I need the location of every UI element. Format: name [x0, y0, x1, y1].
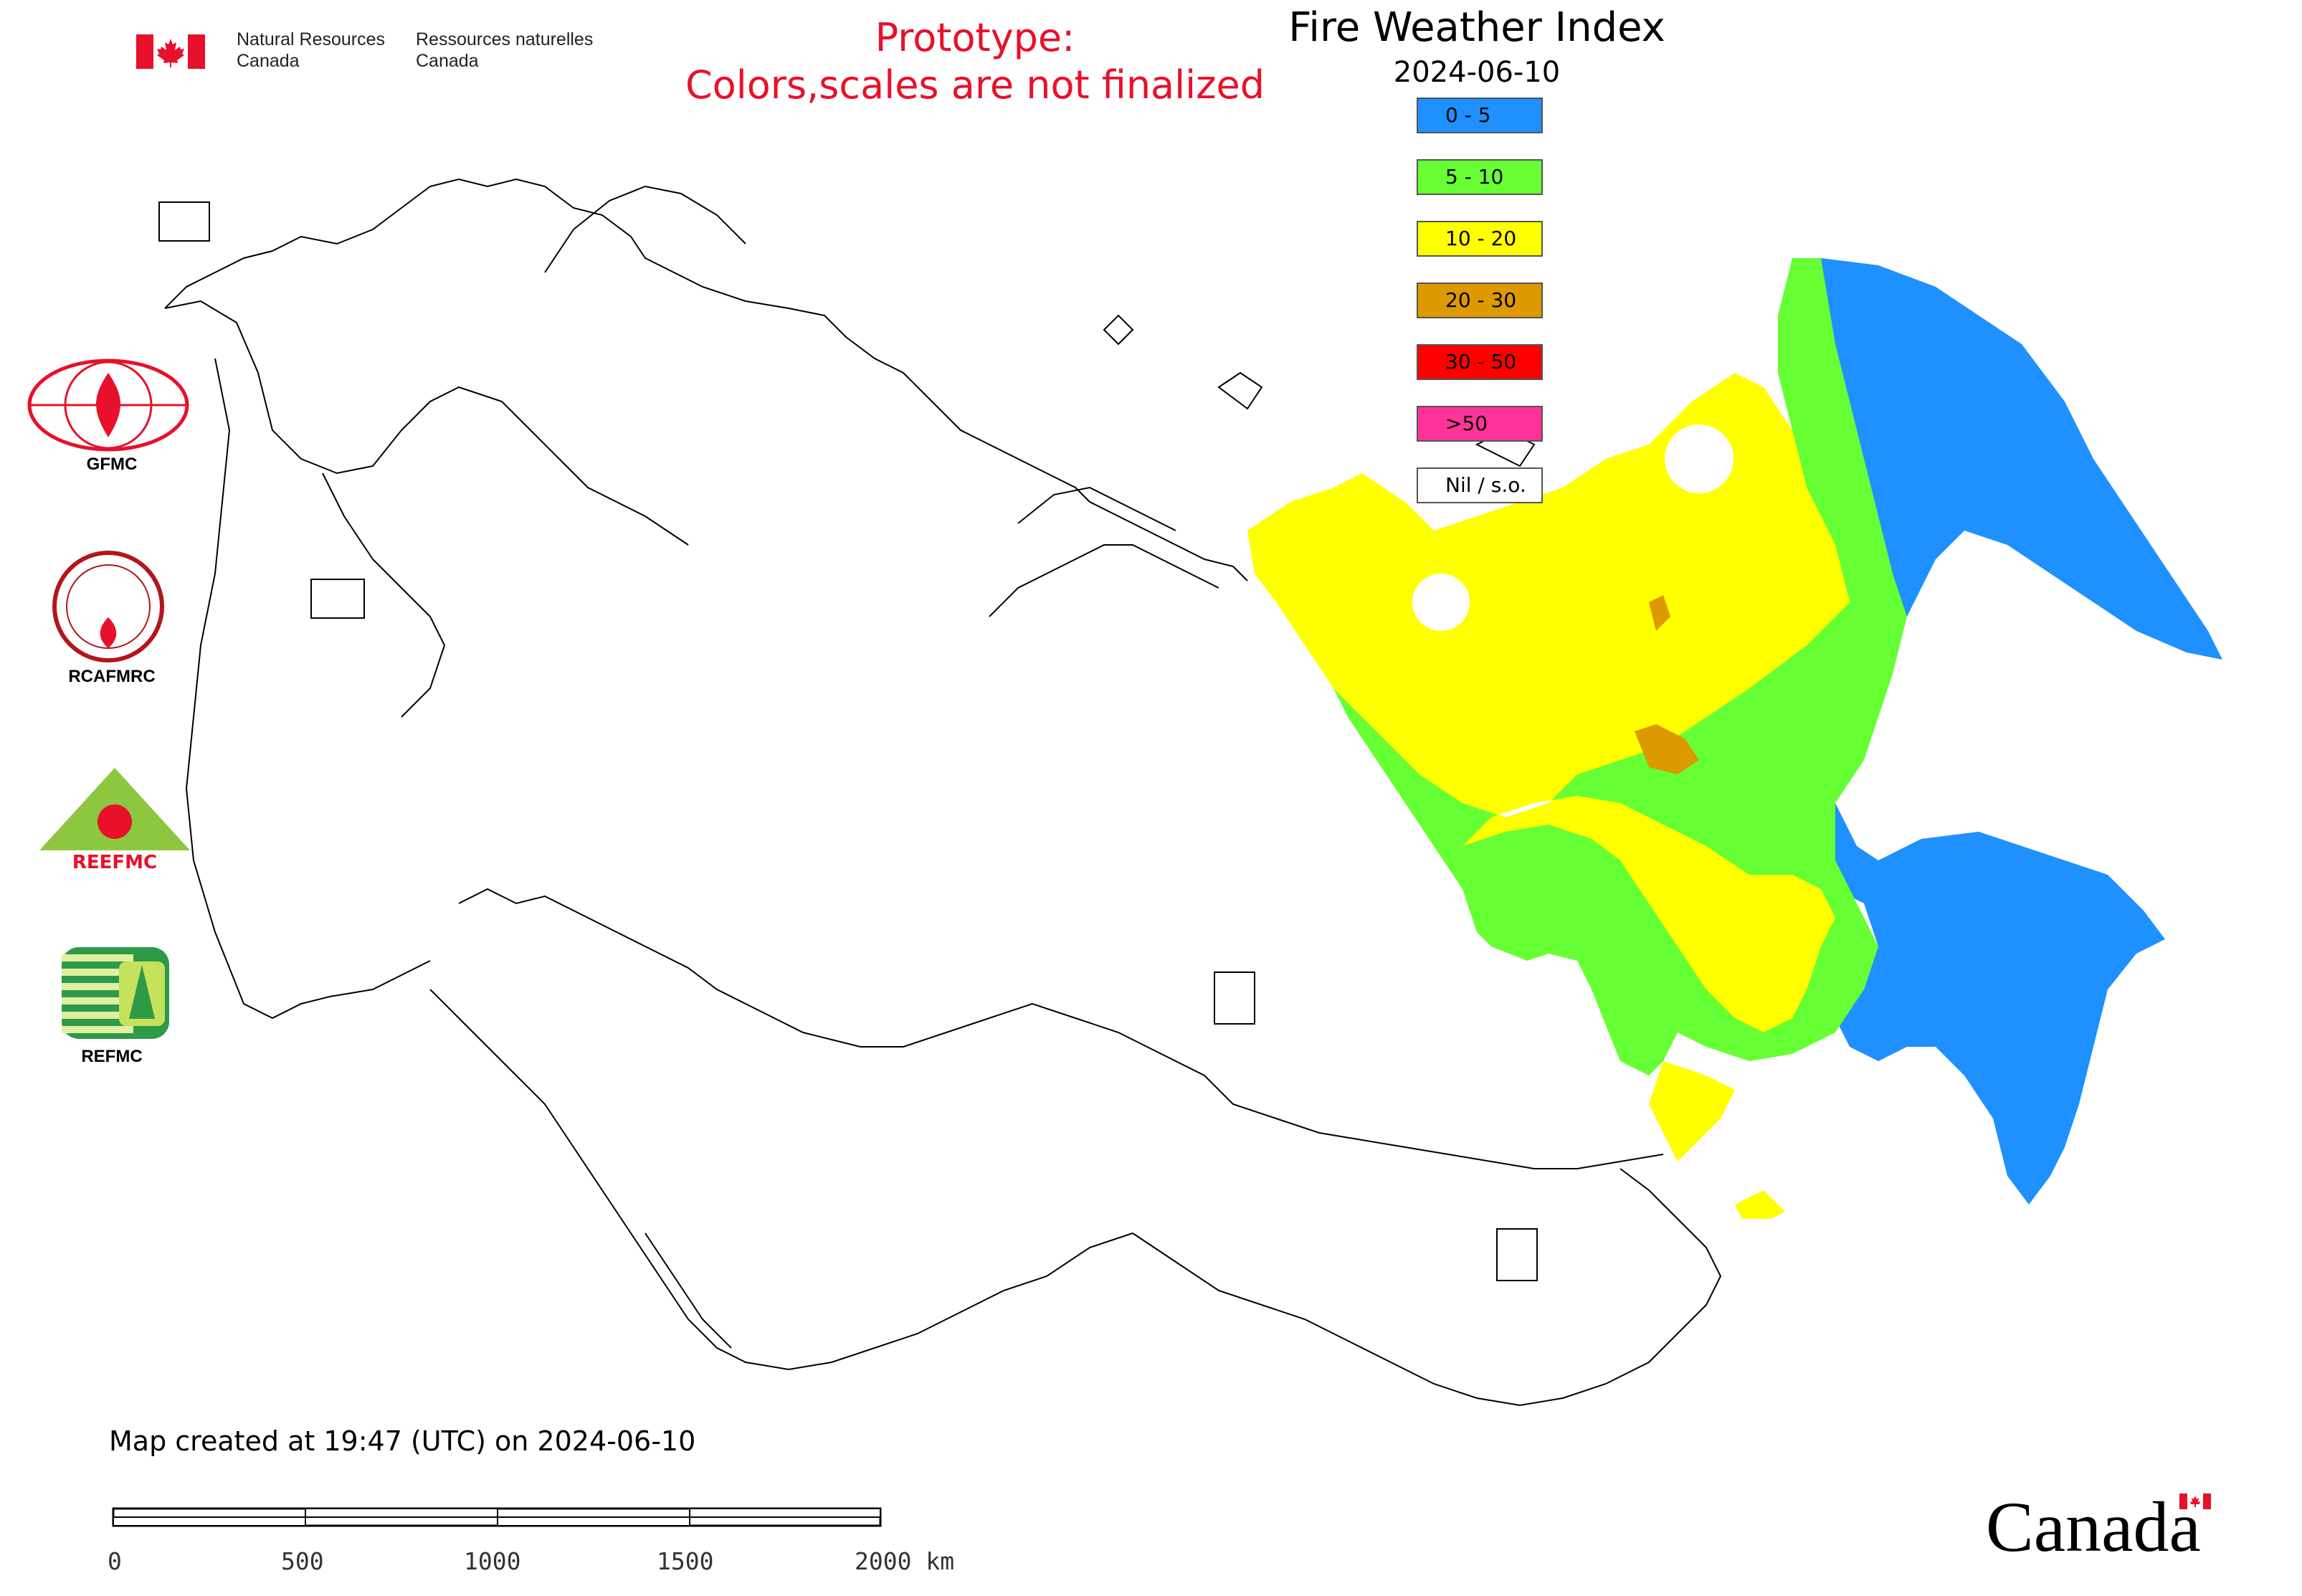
arctic-islands [544, 185, 1219, 617]
scale-tick-2000: 2000 km [855, 1547, 955, 1575]
nrcan-english: Natural Resources Canada [237, 29, 385, 72]
refmc-logo-icon [62, 947, 169, 1039]
fwi-nil-area-1 [1665, 424, 1733, 493]
legend-label: 10 - 20 [1445, 227, 1517, 250]
partner-gfmc: GFMC [26, 358, 198, 475]
legend-label: 20 - 30 [1445, 288, 1517, 312]
partner-rcafmrc: RCAFMRC [26, 549, 198, 687]
legend-label: >50 [1445, 412, 1488, 435]
reefmc-logo-text: REEFMC [72, 852, 157, 872]
canada-wordmark-text: Canada [1986, 1487, 2201, 1567]
fwi-region-orange [1635, 595, 1699, 774]
legend-item-nil: Nil / s.o. [1417, 467, 1543, 503]
legend-label: 30 - 50 [1445, 350, 1517, 374]
mongolia-outline [1132, 1168, 1722, 1407]
kazakhstan-outline [429, 989, 1133, 1371]
legend-item-0-5: 0 - 5 [1417, 98, 1543, 133]
scale-tick-0: 0 [108, 1547, 122, 1575]
fwi-region-green [1333, 258, 1907, 1075]
legend-label: 0 - 5 [1445, 103, 1491, 127]
partner-reefmc: REEFMC [36, 764, 194, 875]
legend-item-5-10: 5 - 10 [1417, 159, 1543, 195]
marker-rcafmrc [1496, 1228, 1538, 1281]
nrcan-en-line2: Canada [237, 51, 300, 71]
nrcan-en-line1: Natural Resources [237, 29, 386, 49]
legend-item-10-20: 10 - 20 [1417, 221, 1543, 257]
partner-refmc: REFMC [26, 944, 198, 1067]
prototype-line2: Colors,scales are not finalized [685, 62, 1265, 108]
marker-reefmc [310, 579, 365, 619]
legend-item-20-30: 20 - 30 [1417, 282, 1543, 318]
canada-flag-icon [136, 34, 205, 69]
nrcan-fr-line2: Canada [416, 51, 479, 71]
legend-item-gt-50: >50 [1417, 406, 1543, 442]
scandinavia-outline [164, 300, 689, 546]
marker-gfmc [158, 201, 210, 242]
western-border [185, 358, 431, 1020]
gfmc-logo-icon [27, 358, 189, 452]
gfmc-label: GFMC [86, 455, 138, 474]
fwi-region-low-blue [1792, 258, 2222, 1205]
legend-label: Nil / s.o. [1445, 473, 1526, 497]
wordmark-flag-icon [2179, 1493, 2211, 1509]
refmc-label: REFMC [81, 1047, 143, 1066]
scale-tick-1000: 1000 [464, 1547, 521, 1575]
arctic-coastline [164, 178, 1248, 581]
nrcan-french: Ressources naturelles Canada [416, 29, 593, 72]
prototype-notice: Prototype: Colors,scales are not finaliz… [645, 14, 1305, 109]
central-asia-outline [645, 1232, 732, 1349]
reefmc-logo-icon: REEFMC [39, 768, 190, 873]
fwi-region-yellow [1247, 373, 1850, 1219]
map-title: Fire Weather Index [1288, 4, 1665, 51]
prototype-line1: Prototype: [875, 15, 1075, 60]
map-partner-markers [158, 201, 1538, 1281]
scale-bar: 0 500 1000 1500 2000 km [108, 1504, 1041, 1583]
scale-bar-graphic [112, 1507, 882, 1527]
legend-label: 5 - 10 [1445, 165, 1504, 189]
nrcan-signature: Natural Resources Canada Ressources natu… [136, 29, 638, 79]
rcafmrc-logo-icon [52, 551, 164, 662]
map-created-note: Map created at 19:47 (UTC) on 2024-06-10 [109, 1425, 696, 1457]
map-date: 2024-06-10 [1393, 56, 1561, 89]
canada-wordmark: Canada [1986, 1488, 2222, 1567]
scale-tick-500: 500 [281, 1547, 324, 1575]
nrcan-fr-line1: Ressources naturelles [416, 29, 594, 49]
russia-south-border [458, 888, 1664, 1169]
legend-item-30-50: 30 - 50 [1417, 344, 1543, 380]
siberia-coast-islands [1103, 314, 1536, 467]
marker-refmc [1214, 972, 1255, 1025]
internal-border-a [322, 472, 446, 718]
scale-tick-1500: 1500 [657, 1547, 714, 1575]
fwi-colour-fields [1247, 258, 2222, 1219]
boundary-lines [164, 178, 1722, 1407]
rcafmrc-label: RCAFMRC [68, 667, 156, 686]
fwi-nil-area-2 [1412, 574, 1470, 631]
